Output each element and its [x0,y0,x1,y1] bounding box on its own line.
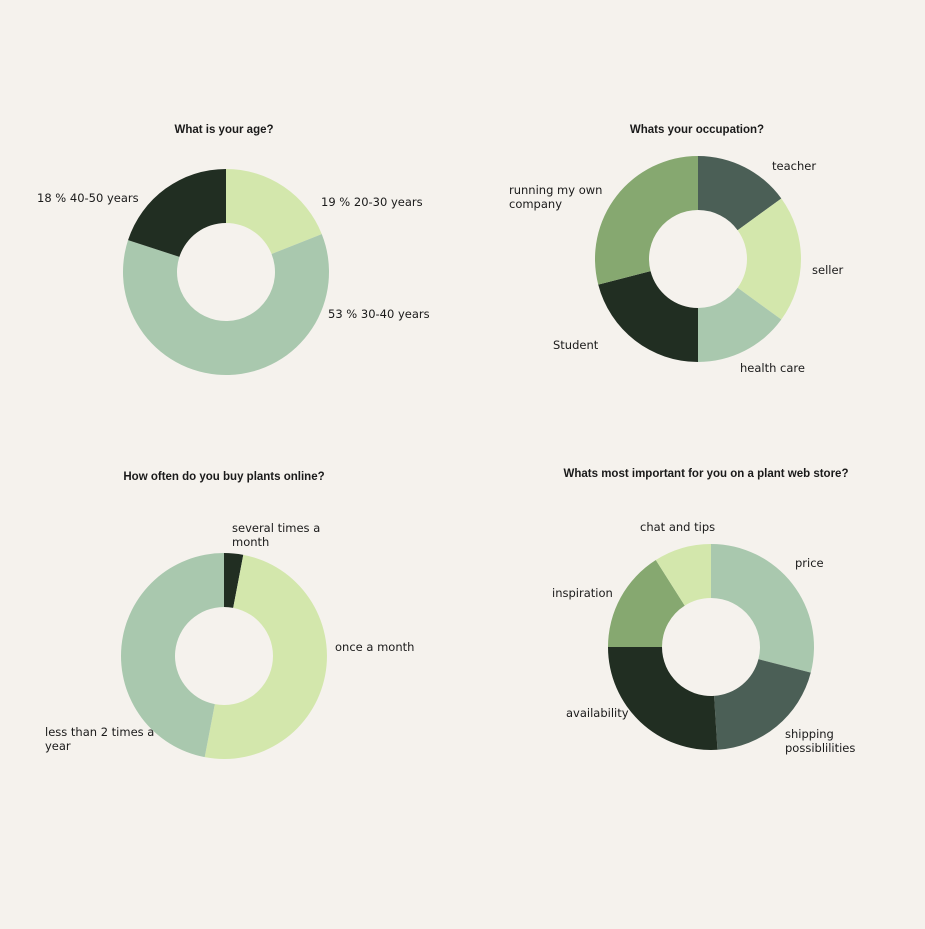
donut-slice [608,560,685,647]
slice-label: teacher [772,159,816,173]
donut-slice [714,659,811,750]
donut-importance [608,544,814,750]
slice-label: availability [566,706,629,720]
slice-label: less than 2 times a year [45,725,154,753]
donut-slice [226,169,322,254]
donut-slice [698,287,782,362]
chart-title-age: What is your age? [174,124,273,136]
donut-slice [224,553,244,608]
slice-label: chat and tips [640,520,715,534]
donut-slice [655,544,711,606]
slice-label: price [795,556,824,570]
slice-label: inspiration [552,586,613,600]
slice-label: once a month [335,640,414,654]
slice-label: 18 % 40-50 years [37,191,139,205]
slice-label: running my own company [509,183,602,211]
donut-occupation [595,156,801,362]
donut-frequency [120,553,327,759]
donut-age [122,169,329,376]
donut-slice [204,554,327,759]
donut-slice [128,169,226,257]
donut-slice [122,234,329,376]
chart-title-occupation: Whats your occupation? [630,124,764,136]
slice-label: Student [553,338,599,352]
donut-slice [595,156,698,285]
chart-importance: Whats most important for you on a plant … [552,468,855,755]
donut-slice [598,271,698,362]
chart-occupation: Whats your occupation? teacher seller he… [509,124,844,375]
slice-label: 19 % 20-30 years [321,195,423,209]
chart-frequency: How often do you buy plants online? seve… [45,471,414,759]
slice-label: shipping possiblilities [785,727,855,755]
slice-label: 53 % 30-40 years [328,307,430,321]
chart-title-importance: Whats most important for you on a plant … [564,468,849,480]
donut-slice [608,647,718,750]
slice-label: seller [812,263,844,277]
donut-slice [120,553,224,758]
donut-slice [698,156,782,231]
slice-label: several times a month [232,521,320,549]
donut-slice [737,198,801,320]
donut-slice [711,544,814,673]
chart-age: What is your age? 19 % 20-30 years 53 % … [37,124,430,376]
slice-label: health care [740,361,805,375]
chart-title-frequency: How often do you buy plants online? [123,471,324,483]
